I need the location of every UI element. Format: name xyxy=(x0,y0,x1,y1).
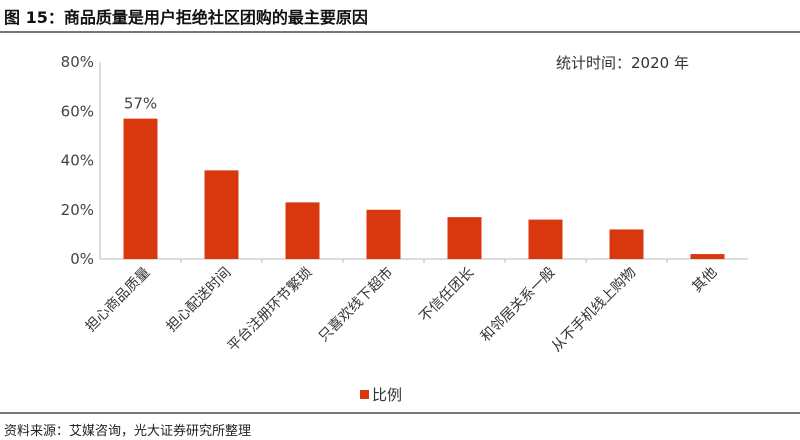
legend-swatch xyxy=(360,390,369,399)
bar xyxy=(204,170,239,259)
stat-time-note: 统计时间：2020 年 xyxy=(556,54,689,72)
bar xyxy=(690,254,725,259)
y-tick-label: 0% xyxy=(70,250,94,268)
source-note: 资料来源：艾媒咨询，光大证券研究所整理 xyxy=(4,424,252,439)
x-tick-label: 平台注册环节繁琐 xyxy=(224,264,315,355)
bar xyxy=(528,219,563,259)
footer-divider xyxy=(0,412,800,414)
x-tick-label: 不信任团长 xyxy=(417,265,478,326)
y-tick-label: 40% xyxy=(61,152,94,170)
data-label: 57% xyxy=(124,95,157,113)
legend: 比例 xyxy=(360,384,402,405)
x-tick-label: 和邻居关系一般 xyxy=(478,265,559,346)
x-tick-label: 从不手机线上购物 xyxy=(549,265,640,356)
x-tick-label: 其他 xyxy=(689,265,720,296)
y-tick-label: 60% xyxy=(61,102,94,120)
legend-label: 比例 xyxy=(372,386,403,404)
y-tick-label: 80% xyxy=(61,53,94,71)
title-divider xyxy=(0,31,800,33)
figure-title: 图 15：商品质量是用户拒绝社区团购的最主要原因 xyxy=(4,8,368,27)
bar xyxy=(123,118,158,259)
x-tick-label: 只喜欢线下超市 xyxy=(315,264,396,345)
y-tick-label: 20% xyxy=(61,201,94,219)
bar xyxy=(285,202,320,259)
x-tick-label: 担心商品质量 xyxy=(83,265,154,336)
x-tick-label: 担心配送时间 xyxy=(164,265,235,336)
bar xyxy=(609,229,644,259)
bar xyxy=(366,209,401,259)
bar xyxy=(447,217,482,259)
